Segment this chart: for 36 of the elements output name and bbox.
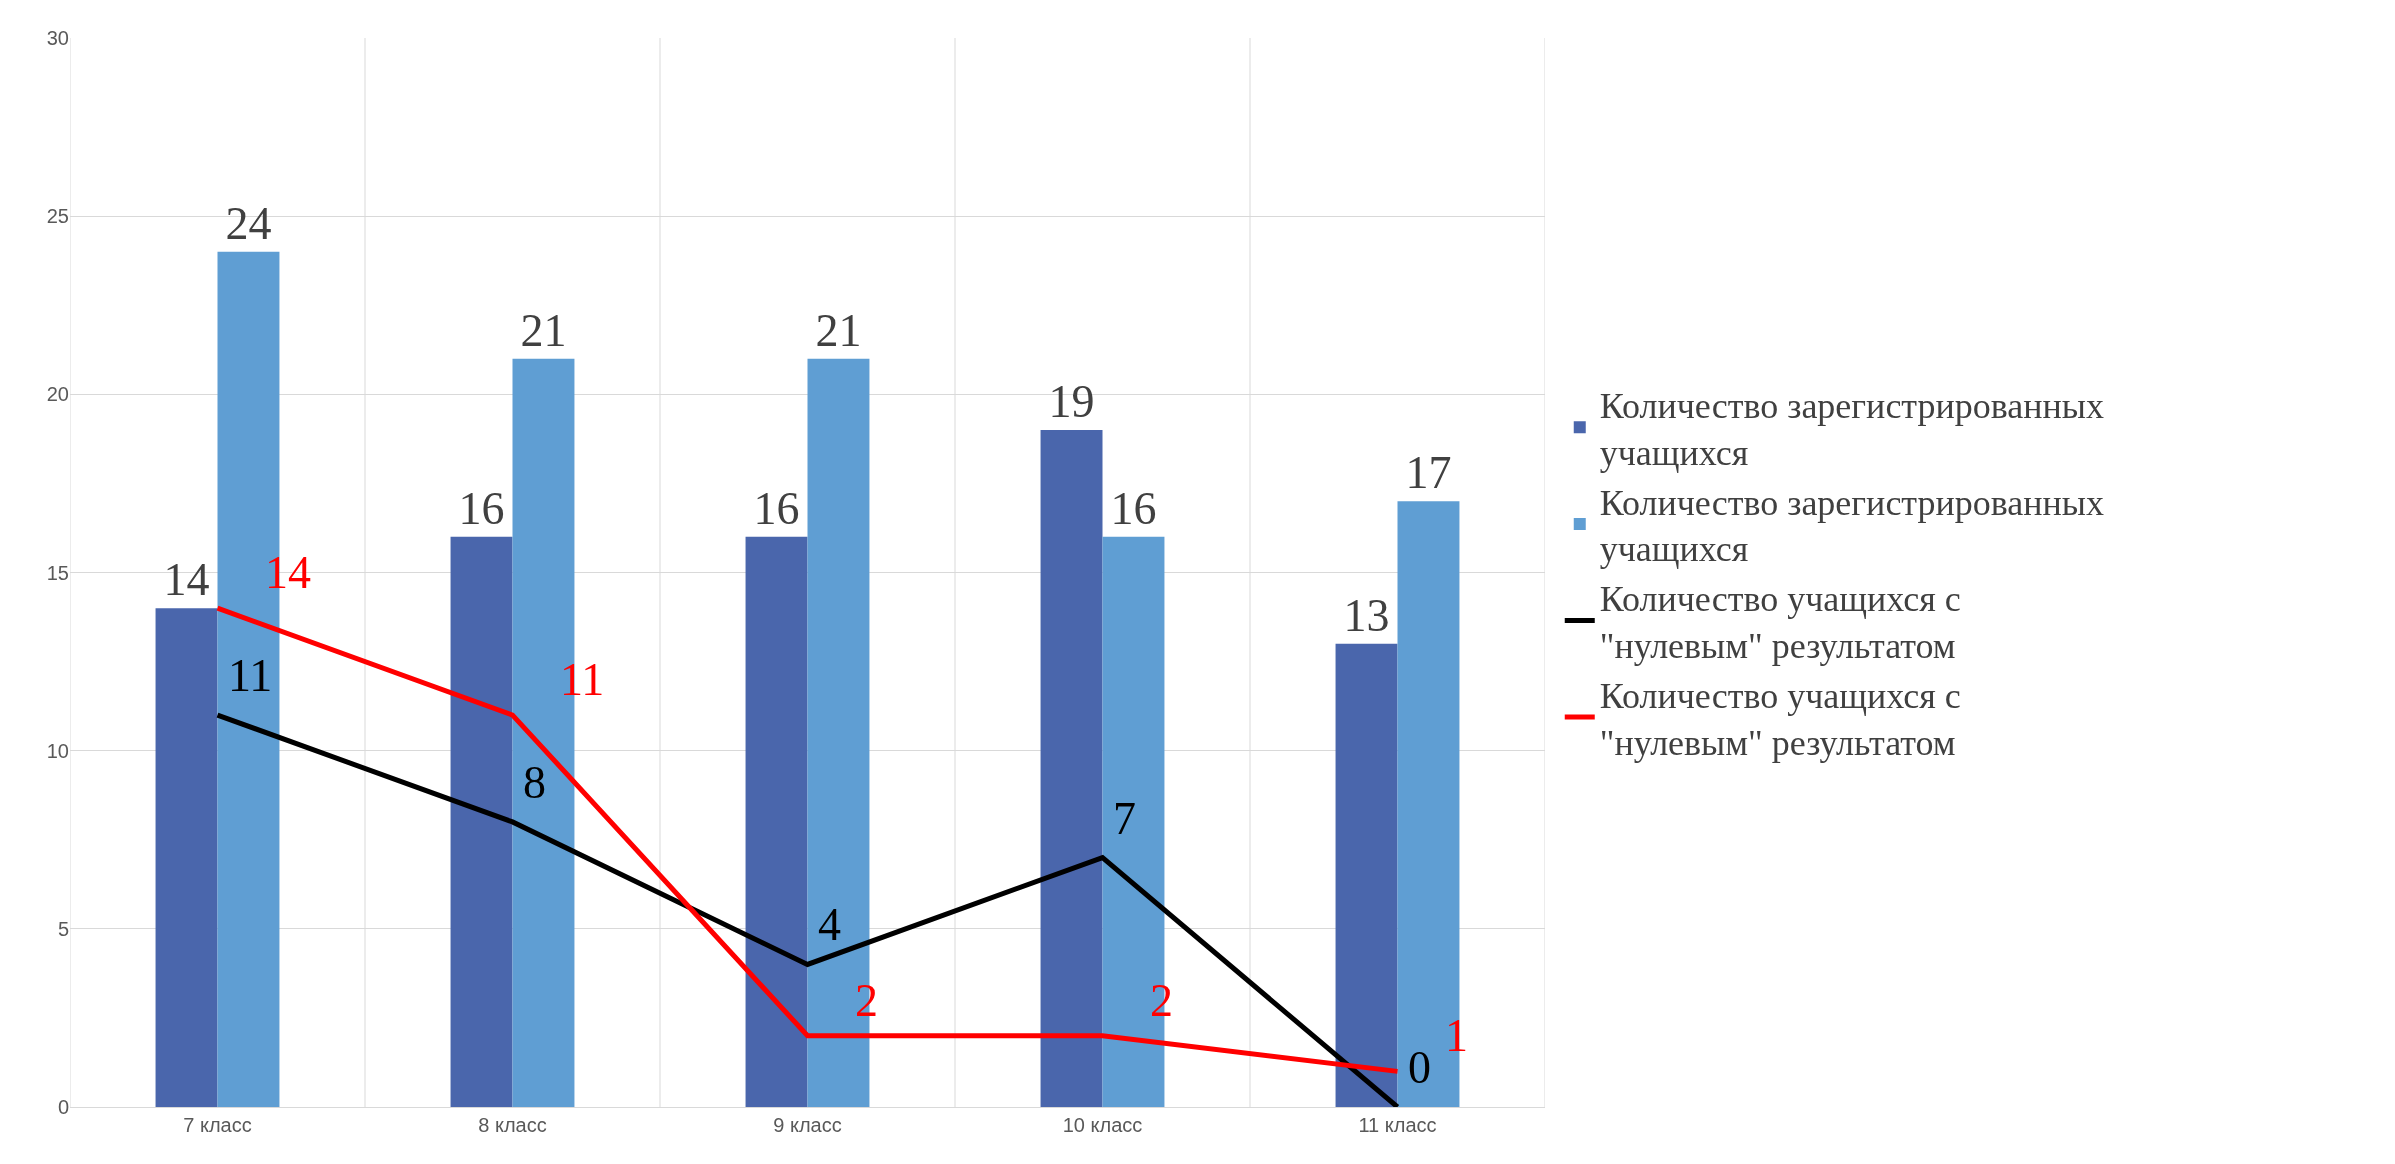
- bar: [450, 536, 513, 1107]
- data-label: 11: [228, 650, 273, 701]
- y-tick-label: 10: [46, 739, 69, 762]
- data-label: 13: [1343, 589, 1390, 641]
- data-label: 16: [753, 482, 800, 534]
- x-tick-label: 8 класс: [478, 1114, 547, 1136]
- data-label: 16: [1110, 482, 1157, 534]
- legend-label: Количество учащихся с "нулевым" результатом: [1599, 579, 1961, 666]
- y-tick-label: 5: [57, 917, 69, 940]
- y-tick-label: 0: [57, 1096, 69, 1118]
- data-label: 7: [1113, 793, 1136, 844]
- data-label: 0: [1408, 1042, 1431, 1093]
- x-tick-label: 7 класс: [183, 1114, 252, 1136]
- data-label: 8: [523, 757, 546, 808]
- y-tick-label: 15: [46, 561, 69, 584]
- y-tick-label: 20: [46, 383, 69, 406]
- data-label: 21: [520, 304, 567, 356]
- x-tick-label: 11 класс: [1358, 1114, 1437, 1136]
- legend-label: Количество учащихся с "нулевым" результатом: [1599, 675, 1961, 763]
- bar: [155, 608, 218, 1107]
- legend-label: Количество зарегистрированных учащихся: [1599, 385, 2105, 473]
- bar: [745, 536, 808, 1107]
- data-label: 19: [1048, 375, 1095, 427]
- data-label: 21: [815, 304, 862, 356]
- data-label: 4: [818, 899, 841, 950]
- bar: [1040, 429, 1103, 1107]
- x-tick-label: 10 класс: [1062, 1114, 1143, 1136]
- bar: [1335, 643, 1398, 1107]
- data-label: 24: [225, 197, 272, 249]
- legend-label: Количество зарегистрированных учащихся: [1599, 482, 2105, 570]
- x-tick-label: 9 класс: [773, 1114, 842, 1136]
- data-label: 17: [1405, 447, 1452, 499]
- data-label: 14: [163, 554, 210, 606]
- y-tick-label: 25: [46, 205, 69, 228]
- data-label: 16: [458, 482, 505, 534]
- y-tick-label: 30: [46, 27, 69, 49]
